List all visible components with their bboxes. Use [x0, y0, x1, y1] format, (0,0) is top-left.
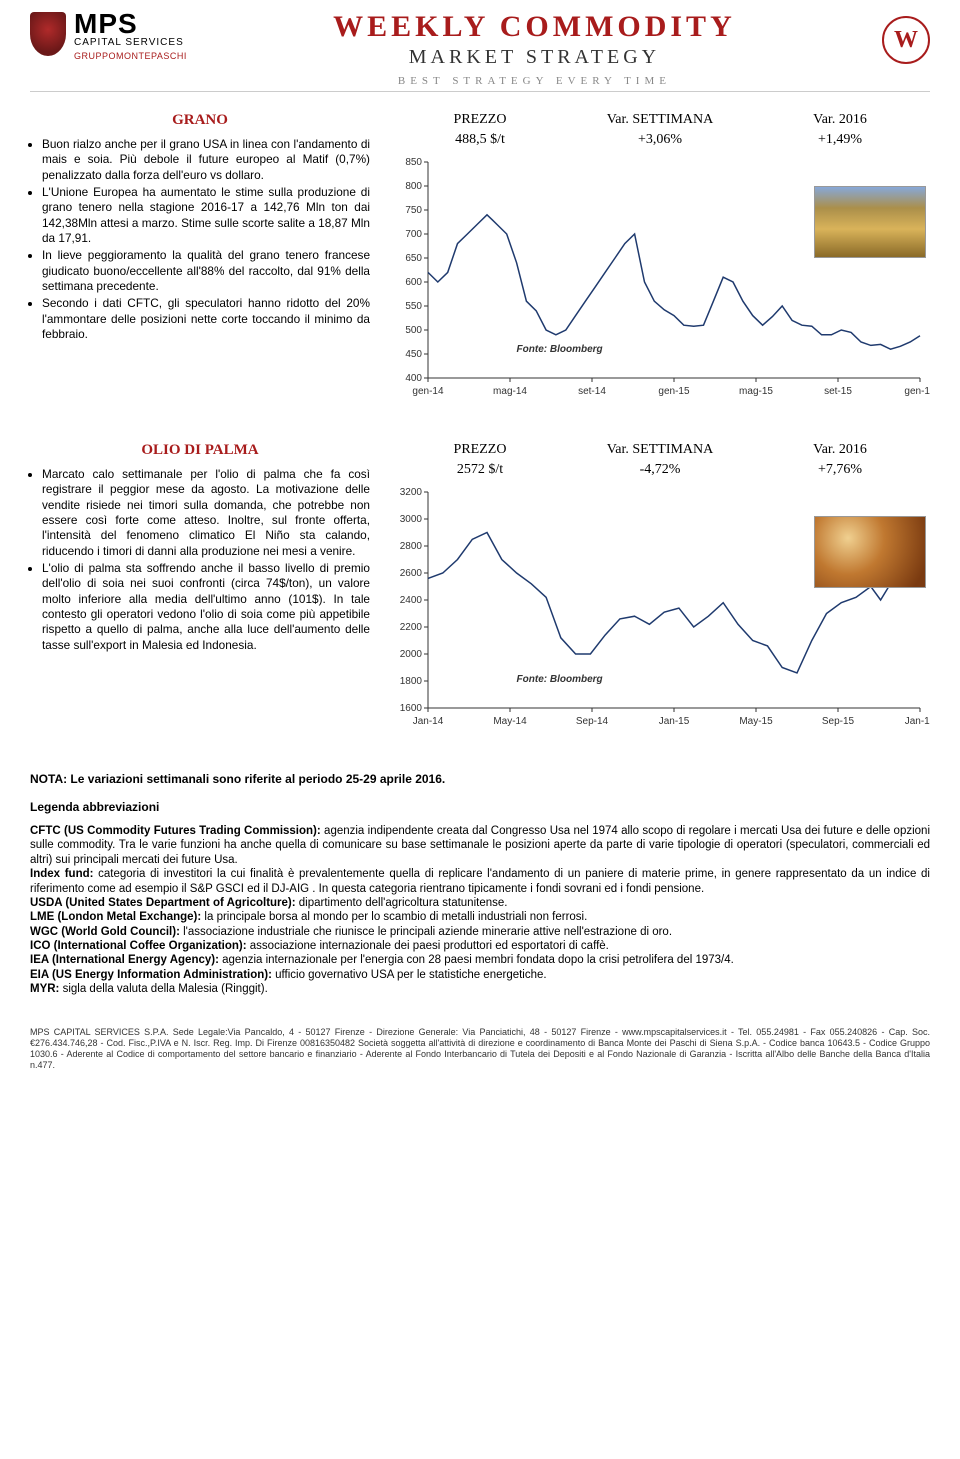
svg-text:Jan-16: Jan-16: [905, 716, 930, 727]
legend-line: IEA (International Energy Agency): agenz…: [30, 953, 930, 967]
svg-text:mag-14: mag-14: [493, 386, 527, 397]
legend-line: ICO (International Coffee Organization):…: [30, 939, 930, 953]
svg-text:Fonte: Bloomberg: Fonte: Bloomberg: [517, 674, 603, 685]
svg-text:3000: 3000: [400, 514, 423, 525]
label-price: PREZZO: [390, 442, 570, 458]
footer-disclaimer: MPS CAPITAL SERVICES S.P.A. Sede Legale:…: [30, 1027, 930, 1072]
legend-line: CFTC (US Commodity Futures Trading Commi…: [30, 824, 930, 867]
svg-text:2600: 2600: [400, 568, 423, 579]
wheat-thumbnail-icon: [814, 186, 926, 258]
svg-text:3200: 3200: [400, 487, 423, 498]
svg-text:600: 600: [405, 277, 422, 288]
svg-text:500: 500: [405, 325, 422, 336]
svg-text:gen-15: gen-15: [658, 386, 690, 397]
svg-text:650: 650: [405, 253, 422, 264]
brand-sub: CAPITAL SERVICES: [74, 38, 187, 48]
value-year: +1,49%: [750, 132, 930, 148]
svg-text:2000: 2000: [400, 649, 423, 660]
svg-text:1800: 1800: [400, 676, 423, 687]
svg-text:850: 850: [405, 157, 422, 168]
svg-text:gen-16: gen-16: [904, 386, 930, 397]
grano-stat-values: 488,5 $/t +3,06% +1,49%: [390, 132, 930, 148]
svg-text:Sep-15: Sep-15: [822, 716, 855, 727]
label-price: PREZZO: [390, 112, 570, 128]
page-header: MPS CAPITAL SERVICES GRUPPOMONTEPASCHI W…: [30, 0, 930, 92]
legend-heading: Legenda abbreviazioni: [30, 800, 930, 814]
grano-stat-labels: PREZZO Var. SETTIMANA Var. 2016: [390, 112, 930, 128]
weekly-badge-icon: W: [882, 16, 930, 64]
palma-bullets: Marcato calo settimanale per l'olio di p…: [30, 467, 370, 653]
svg-text:set-14: set-14: [578, 386, 606, 397]
bullet-item: Buon rialzo anche per il grano USA in li…: [42, 137, 370, 183]
value-price: 488,5 $/t: [390, 132, 570, 148]
page-tagline: BEST STRATEGY EVERY TIME: [187, 75, 882, 87]
svg-text:450: 450: [405, 349, 422, 360]
palma-chart: 1600 1800 2000 2200 2400 2600 2800 3000 3200 Jan-…: [390, 482, 930, 742]
bullet-item: L'olio di palma sta soffrendo anche il b…: [42, 561, 370, 653]
svg-text:Jan-15: Jan-15: [659, 716, 690, 727]
svg-text:800: 800: [405, 181, 422, 192]
label-week: Var. SETTIMANA: [570, 442, 750, 458]
svg-text:1600: 1600: [400, 703, 423, 714]
legend-line: MYR: sigla della valuta della Malesia (R…: [30, 982, 930, 996]
page-subtitle: MARKET STRATEGY: [187, 46, 882, 69]
label-week: Var. SETTIMANA: [570, 112, 750, 128]
bullet-item: Secondo i dati CFTC, gli speculatori han…: [42, 296, 370, 342]
palma-stat-values: 2572 $/t -4,72% +7,76%: [390, 462, 930, 478]
svg-text:Fonte: Bloomberg: Fonte: Bloomberg: [517, 344, 603, 355]
label-year: Var. 2016: [750, 112, 930, 128]
brand-main: MPS: [74, 10, 187, 38]
svg-text:550: 550: [405, 301, 422, 312]
page-title: WEEKLY COMMODITY: [187, 10, 882, 44]
svg-text:2400: 2400: [400, 595, 423, 606]
svg-text:set-15: set-15: [824, 386, 852, 397]
svg-text:Sep-14: Sep-14: [576, 716, 609, 727]
legend-line: EIA (US Energy Information Administratio…: [30, 968, 930, 982]
legend-body: CFTC (US Commodity Futures Trading Commi…: [30, 824, 930, 997]
legend-line: WGC (World Gold Council): l'associazione…: [30, 925, 930, 939]
svg-text:Jan-14: Jan-14: [413, 716, 444, 727]
svg-text:2200: 2200: [400, 622, 423, 633]
palma-title: OLIO DI PALMA: [30, 442, 370, 459]
svg-text:May-14: May-14: [493, 716, 527, 727]
bullet-item: L'Unione Europea ha aumentato le stime s…: [42, 185, 370, 246]
svg-text:700: 700: [405, 229, 422, 240]
bullet-item: Marcato calo settimanale per l'olio di p…: [42, 467, 370, 559]
svg-text:2800: 2800: [400, 541, 423, 552]
value-year: +7,76%: [750, 462, 930, 478]
grano-section: GRANO Buon rialzo anche per il grano USA…: [30, 112, 930, 412]
svg-text:750: 750: [405, 205, 422, 216]
brand-group: GRUPPOMONTEPASCHI: [74, 52, 187, 61]
grano-chart: 400 450 500 550 600 650 700 750 800 850 gen-14 mag-…: [390, 152, 930, 412]
legend-line: LME (London Metal Exchange): la principa…: [30, 910, 930, 924]
grano-title: GRANO: [30, 112, 370, 129]
legend-line: USDA (United States Department of Agrico…: [30, 896, 930, 910]
palma-stat-labels: PREZZO Var. SETTIMANA Var. 2016: [390, 442, 930, 458]
value-price: 2572 $/t: [390, 462, 570, 478]
value-week: +3,06%: [570, 132, 750, 148]
grano-bullets: Buon rialzo anche per il grano USA in li…: [30, 137, 370, 342]
palm-thumbnail-icon: [814, 516, 926, 588]
svg-text:400: 400: [405, 373, 422, 384]
brand-logo: MPS CAPITAL SERVICES GRUPPOMONTEPASCHI: [30, 10, 187, 61]
svg-text:May-15: May-15: [739, 716, 773, 727]
period-note: NOTA: Le variazioni settimanali sono rif…: [30, 772, 930, 786]
legend-line: Index fund: categoria di investitori la …: [30, 867, 930, 896]
svg-text:gen-14: gen-14: [412, 386, 444, 397]
shield-icon: [30, 12, 66, 56]
value-week: -4,72%: [570, 462, 750, 478]
bullet-item: In lieve peggioramento la qualità del gr…: [42, 248, 370, 294]
label-year: Var. 2016: [750, 442, 930, 458]
svg-text:mag-15: mag-15: [739, 386, 773, 397]
palma-section: OLIO DI PALMA Marcato calo settimanale p…: [30, 442, 930, 742]
